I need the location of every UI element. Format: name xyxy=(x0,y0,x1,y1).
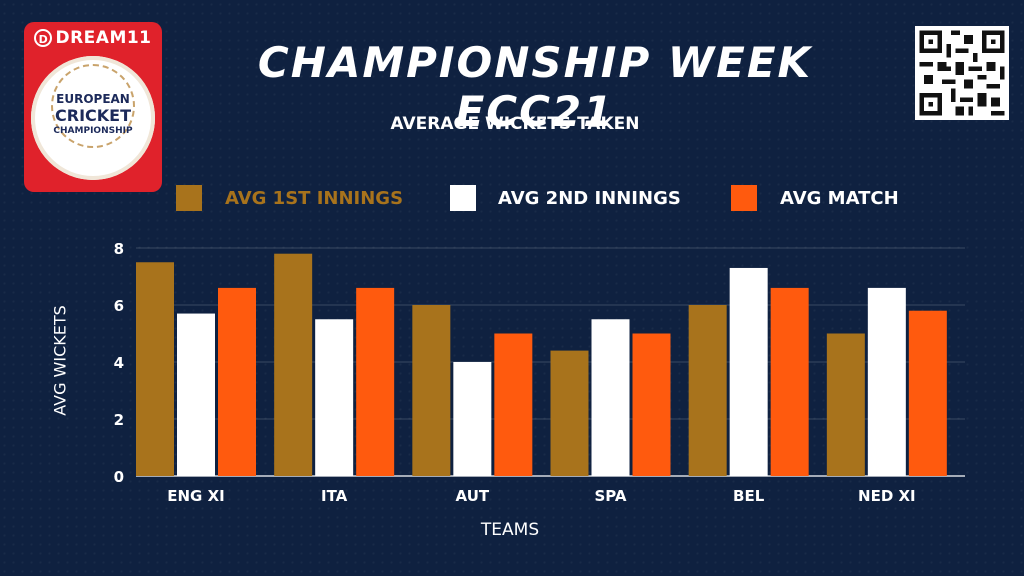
x-tick-label-ita: ITA xyxy=(321,487,348,505)
logo-disc: EUROPEAN CRICKET CHAMPIONSHIP xyxy=(31,56,155,180)
bar-bel-series-1 xyxy=(688,305,727,476)
chart-title: AVERAGE WICKETS TAKEN xyxy=(390,114,640,134)
logo-line-championship: CHAMPIONSHIP xyxy=(53,126,133,136)
ecc-logo: D DREAM11 EUROPEAN CRICKET CHAMPIONSHIP xyxy=(24,22,162,192)
legend-label-match: AVG MATCH xyxy=(780,188,899,209)
bar-ita-series-2 xyxy=(315,319,354,476)
bar-aut-series-1 xyxy=(412,305,451,476)
legend-label-1st-innings: AVG 1ST INNINGS xyxy=(225,188,404,209)
bar-ned-xi-series-3 xyxy=(908,310,947,476)
logo-line-european: EUROPEAN xyxy=(56,92,130,106)
dream11-d-icon: D xyxy=(34,29,53,47)
bar-spa-series-2 xyxy=(591,319,630,476)
bar-eng-xi-series-1 xyxy=(136,262,174,476)
y-tick-label-4: 4 xyxy=(114,354,124,372)
bar-ned-xi-series-1 xyxy=(826,333,865,476)
x-tick-label-aut: AUT xyxy=(456,487,490,505)
x-tick-label-ned-xi: NED XI xyxy=(858,487,916,505)
bar-spa-series-3 xyxy=(632,333,671,476)
dream11-brand: D DREAM11 xyxy=(24,28,162,48)
bar-eng-xi-series-3 xyxy=(218,287,256,476)
cricket-ball-icon xyxy=(51,64,135,148)
x-tick-label-spa: SPA xyxy=(594,487,626,505)
bar-bel-series-2 xyxy=(729,267,768,476)
bar-spa-series-1 xyxy=(550,350,589,476)
legend-swatch-match xyxy=(731,185,757,211)
legend-swatch-1st-innings xyxy=(176,185,202,211)
x-tick-label-bel: BEL xyxy=(733,487,765,505)
dream11-brand-text: DREAM11 xyxy=(55,28,152,48)
bar-ita-series-3 xyxy=(356,287,395,476)
bar-ita-series-1 xyxy=(274,253,313,476)
legend-label-2nd-innings: AVG 2ND INNINGS xyxy=(498,188,681,209)
bar-bel-series-3 xyxy=(770,287,809,476)
bar-aut-series-3 xyxy=(494,333,533,476)
x-axis-label: TEAMS xyxy=(480,520,540,540)
legend-swatch-2nd-innings xyxy=(450,185,476,211)
page-title: CHAMPIONSHIP WEEK ECC21 xyxy=(257,38,813,136)
logo-line-cricket: CRICKET xyxy=(55,106,131,125)
qr-code-icon xyxy=(915,26,1009,120)
y-tick-label-2: 2 xyxy=(114,411,124,429)
bar-eng-xi-series-2 xyxy=(177,313,215,476)
y-tick-label-0: 0 xyxy=(114,468,124,486)
y-tick-label-8: 8 xyxy=(114,240,124,258)
bar-aut-series-2 xyxy=(453,362,492,476)
y-tick-label-6: 6 xyxy=(114,297,124,315)
bar-ned-xi-series-2 xyxy=(867,287,906,476)
x-tick-label-eng-xi: ENG XI xyxy=(167,487,224,505)
